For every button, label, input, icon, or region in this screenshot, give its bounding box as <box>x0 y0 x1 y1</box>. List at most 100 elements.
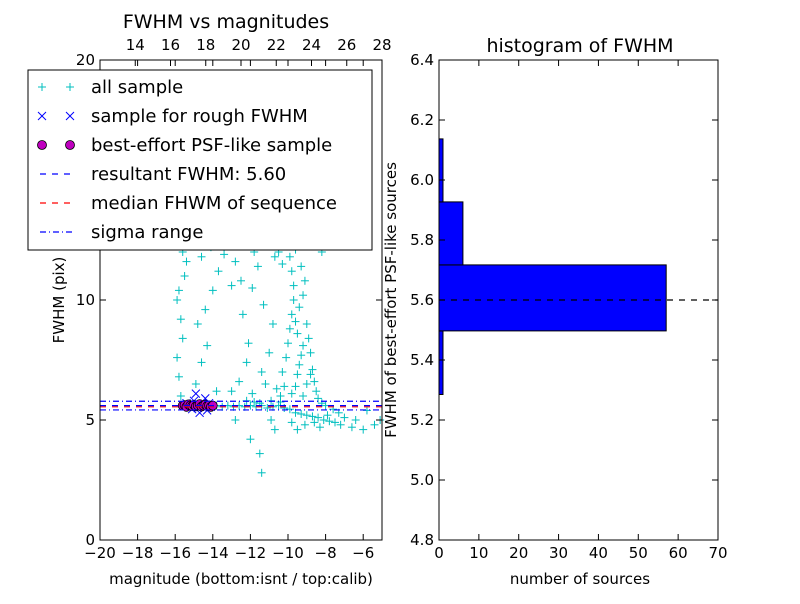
legend-marker <box>37 111 47 121</box>
x-tick-label: 0 <box>434 544 444 562</box>
legend-entry: median FHWM of sequence <box>40 193 337 214</box>
all-sample-point <box>287 267 296 276</box>
all-sample-point <box>287 389 296 398</box>
top-tick-label: 22 <box>267 36 286 54</box>
all-sample-point <box>287 418 296 427</box>
histogram-bar <box>438 201 464 266</box>
all-sample-point <box>285 252 294 261</box>
all-sample-point <box>302 411 311 420</box>
all-sample-point <box>315 423 324 432</box>
all-sample-point <box>227 387 236 396</box>
all-sample-point <box>238 310 247 319</box>
x-tick-label: 50 <box>629 544 648 562</box>
y-tick-label: 10 <box>76 291 95 309</box>
all-sample-point <box>297 410 306 418</box>
all-sample-point <box>272 384 281 393</box>
all-sample-point <box>370 420 379 429</box>
histogram-ticks: 0 10 20 30 40 50 60 70 4.8 5.0 5.2 5.4 5.6 5.8 6.0 6.2 6… <box>410 51 727 562</box>
all-sample-point <box>174 286 183 295</box>
histogram-bar <box>438 264 667 332</box>
all-sample-point <box>293 370 302 379</box>
all-sample-point <box>173 296 182 304</box>
all-sample-point <box>293 329 302 338</box>
x-tick-label: 40 <box>589 544 608 562</box>
histogram-panel: 0 10 20 30 40 50 60 70 4.8 5.0 5.2 5.4 5.6 5.8 6.0 6.2 6… <box>382 35 728 588</box>
y-tick-label: 4.8 <box>410 531 434 549</box>
scatter-title: FWHM vs magnitudes <box>123 11 329 33</box>
all-sample-point <box>323 411 332 420</box>
legend-entry: sigma range <box>40 222 203 243</box>
all-sample-point <box>259 300 268 309</box>
legend-entry: resultant FWHM: 5.60 <box>40 164 286 185</box>
all-sample-point <box>293 425 302 434</box>
x-tick-label: 20 <box>509 544 528 562</box>
all-sample-point <box>176 315 185 324</box>
legend-entry: best-effort PSF-like sample <box>37 135 332 156</box>
all-sample-point <box>197 252 206 261</box>
legend-label: resultant FWHM: 5.60 <box>91 164 286 185</box>
histogram-bar <box>438 330 444 395</box>
histogram-x-axis-label: number of sources <box>510 570 650 588</box>
scatter-y-axis-label: FWHM (pix) <box>50 257 68 344</box>
all-sample-point <box>297 351 306 360</box>
scatter-panel: −20 −18 −16 −14 −12 −10 −8 −6 14 16 18 20 22 24 26 28 0 5… <box>50 11 392 588</box>
all-sample-point <box>285 324 294 333</box>
legend-label: median FHWM of sequence <box>91 193 337 214</box>
all-sample-point <box>268 320 277 328</box>
all-sample-point <box>201 305 210 314</box>
legend-entry: all sample <box>38 77 183 98</box>
legend-entry: sample for rough FWHM <box>37 106 308 127</box>
all-sample-point <box>306 348 315 357</box>
all-sample-point <box>300 420 309 429</box>
all-sample-point <box>203 341 212 350</box>
top-tick-label: 20 <box>231 36 250 54</box>
legend-marker <box>38 83 46 91</box>
all-sample-point <box>237 276 245 285</box>
x-tick-label: −16 <box>159 544 191 562</box>
all-sample-point <box>300 276 309 285</box>
all-sample-point <box>287 310 296 319</box>
y-tick-label: 20 <box>76 51 95 69</box>
x-tick-label: −14 <box>197 544 229 562</box>
legend-marker <box>65 111 75 121</box>
top-tick-label: 18 <box>196 36 215 54</box>
all-sample-point <box>340 413 349 422</box>
all-sample-point <box>312 387 321 396</box>
y-tick-label: 5.8 <box>410 231 434 249</box>
all-sample-point <box>242 358 251 367</box>
all-sample-point <box>304 334 313 343</box>
top-tick-label: 24 <box>302 36 321 54</box>
y-tick-label: 5.4 <box>410 351 434 369</box>
all-sample-point <box>284 339 292 348</box>
all-sample-point <box>299 392 308 400</box>
x-tick-label: 70 <box>708 544 727 562</box>
all-sample-point <box>276 398 285 406</box>
scatter-ticks: −20 −18 −16 −14 −12 −10 −8 −6 14 16 18 20 22 24 26 28 0 5… <box>76 36 392 562</box>
all-sample-point <box>235 377 244 386</box>
all-sample-point <box>197 358 206 367</box>
histogram-data-layer <box>438 138 718 395</box>
legend-entries: all sample sample for rough FWHM best-effo… <box>37 77 337 243</box>
cross-b <box>65 111 75 121</box>
all-sample-point <box>193 320 202 328</box>
histogram-y-axis-label: FWHM of best-effort PSF-like sources <box>382 162 400 438</box>
all-sample-point <box>244 339 253 348</box>
y-tick-label: 0 <box>85 531 95 549</box>
all-sample-point <box>257 468 266 477</box>
scatter-x-axis-label: magnitude (bottom:isnt / top:calib) <box>109 570 373 588</box>
y-tick-label: 5.2 <box>410 411 434 429</box>
all-sample-point <box>248 284 257 292</box>
x-tick-label: −20 <box>84 544 116 562</box>
all-sample-point <box>347 423 356 432</box>
histogram-title: histogram of FWHM <box>486 35 673 57</box>
top-tick-label: 26 <box>337 36 356 54</box>
all-sample-point <box>308 412 317 421</box>
all-sample-point <box>227 281 236 290</box>
histogram-bar <box>438 138 444 203</box>
all-sample-point <box>314 413 323 422</box>
all-sample-point <box>182 257 191 266</box>
top-tick-label: 28 <box>372 36 391 54</box>
all-sample-point <box>302 320 311 328</box>
